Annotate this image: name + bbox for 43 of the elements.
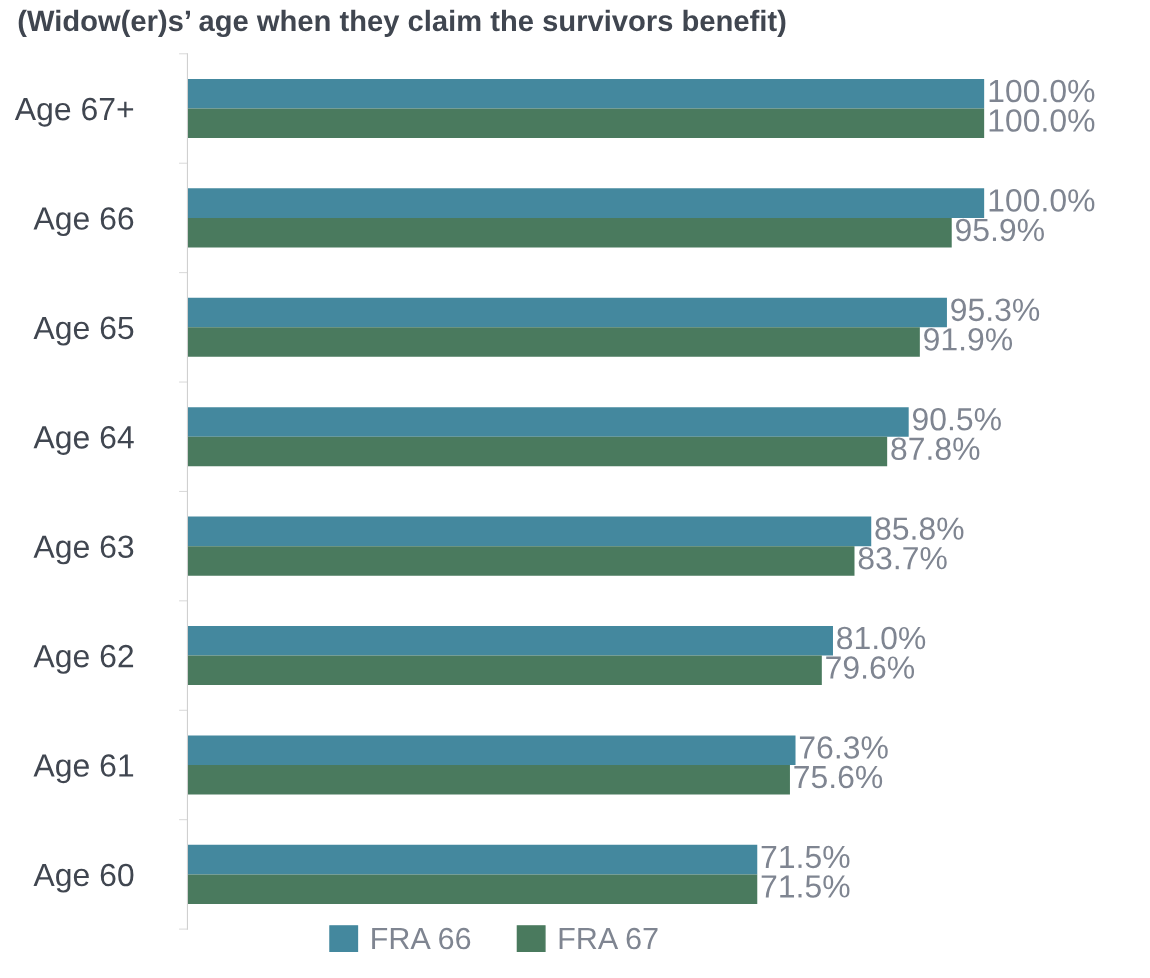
data-label: 71.5% — [761, 875, 850, 898]
data-label: 100.0% — [989, 189, 1095, 212]
bar — [187, 217, 952, 248]
bar — [187, 626, 833, 656]
bar — [187, 764, 790, 795]
bar — [187, 516, 872, 547]
y-tick-label: Age 65 — [33, 316, 134, 346]
chart-title: (Widow(er)s’ age when they claim the survivors benefit) — [18, 9, 786, 38]
bar — [187, 655, 822, 686]
y-tick-label: Age 63 — [33, 535, 134, 565]
y-tick-label: Age 67+ — [14, 97, 134, 127]
legend-label: FRA 67 — [559, 927, 658, 950]
data-label: 71.5% — [761, 845, 850, 869]
bar — [187, 436, 888, 467]
data-label: 81.0% — [837, 626, 926, 650]
data-label: 75.6% — [794, 765, 883, 789]
bar — [187, 108, 985, 139]
y-tick-label: Age 66 — [33, 207, 134, 237]
legend-label: FRA 66 — [372, 927, 471, 950]
y-tick-label: Age 62 — [33, 644, 134, 674]
bar — [187, 188, 985, 218]
data-label: 79.6% — [826, 656, 915, 679]
data-label: 76.3% — [799, 736, 888, 759]
data-label: 95.3% — [951, 298, 1040, 322]
bar — [187, 297, 947, 328]
data-label: 100.0% — [989, 79, 1095, 103]
bar — [187, 874, 758, 904]
bar — [187, 735, 796, 765]
data-label: 85.8% — [875, 517, 964, 540]
data-label: 95.9% — [956, 218, 1044, 242]
y-tick-label: Age 61 — [33, 754, 134, 784]
y-tick-label: Age 60 — [33, 863, 134, 893]
bar — [187, 407, 909, 437]
bar — [187, 546, 855, 576]
y-tick-label: Age 64 — [33, 426, 134, 455]
data-label: 83.7% — [858, 546, 947, 570]
data-label: 87.8% — [891, 437, 980, 461]
bar — [187, 78, 985, 109]
data-label: 100.0% — [989, 109, 1095, 132]
bar — [187, 844, 758, 875]
bar — [187, 327, 920, 357]
data-label: 91.9% — [924, 328, 1013, 351]
data-label: 90.5% — [912, 407, 1001, 431]
